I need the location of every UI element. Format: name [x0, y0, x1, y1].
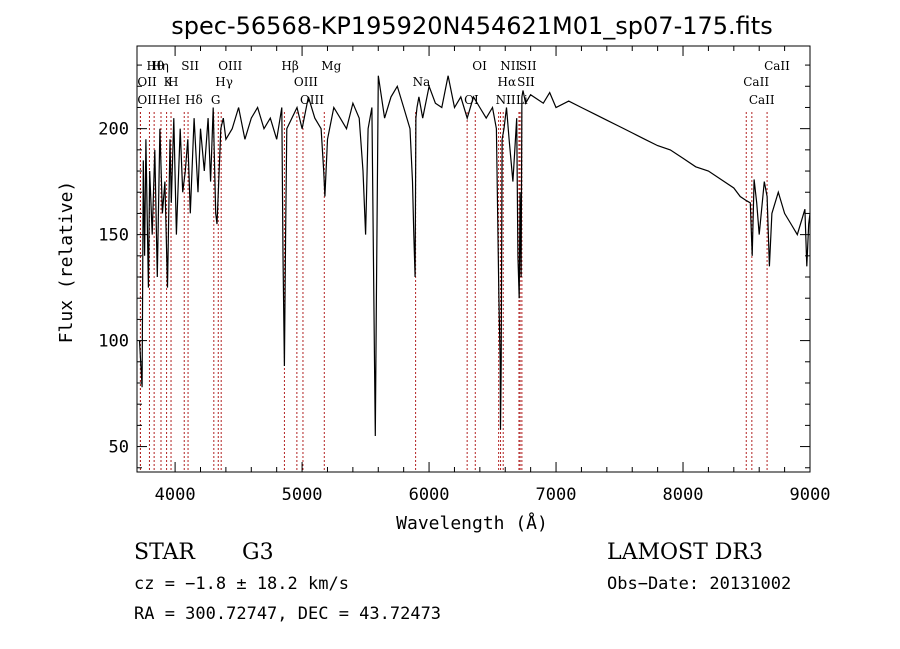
x-tick-label: 5000	[282, 485, 323, 505]
line-marker-label: G	[211, 93, 221, 107]
coordinates: RA = 300.72747, DEC = 43.72473	[134, 604, 442, 624]
line-marker-label: SII	[519, 59, 537, 73]
line-marker-label: CaII	[749, 93, 775, 107]
plot-frame	[136, 45, 811, 473]
line-marker-label: NII	[500, 59, 520, 73]
line-marker-label: OIII	[218, 59, 242, 73]
y-tick-label: 50	[109, 438, 129, 458]
object-class: STAR	[134, 540, 195, 565]
line-marker-label: Mg	[321, 59, 341, 73]
line-marker-label: OII	[137, 75, 157, 89]
line-marker-label: OI	[472, 59, 487, 73]
redshift-velocity: cz = −1.8 ± 18.2 km/s	[134, 574, 349, 594]
line-marker-label: SII	[517, 75, 535, 89]
line-marker-label: OIII	[300, 93, 324, 107]
line-marker-label: SII	[181, 59, 199, 73]
line-marker-label: CaII	[743, 75, 769, 89]
line-marker-label: Hγ	[215, 75, 233, 89]
line-marker-label: NII	[496, 93, 516, 107]
line-marker-label: OIII	[294, 75, 318, 89]
line-marker-label: K	[164, 75, 174, 89]
line-marker-label: OI	[464, 93, 479, 107]
y-tick-label: 200	[98, 120, 129, 140]
y-tick-label: 100	[98, 332, 129, 352]
line-marker-label: HeI	[158, 93, 181, 107]
chart-title: spec-56568-KP195920N454621M01_sp07-175.f…	[171, 12, 772, 40]
object-subclass: G3	[242, 540, 274, 565]
x-tick-label: 4000	[155, 485, 196, 505]
line-marker-label: CaII	[764, 59, 790, 73]
x-axis-label: Wavelength (Å)	[396, 512, 548, 534]
line-marker-label: Hδ	[185, 93, 203, 107]
x-tick-label: 9000	[790, 485, 831, 505]
y-axis-label: Flux (relative)	[56, 181, 77, 344]
survey-name: LAMOST DR3	[607, 540, 763, 565]
line-marker-label: OII	[137, 93, 157, 107]
spectrum-line	[138, 75, 811, 437]
observation-date: Obs−Date: 20131002	[607, 574, 792, 594]
line-marker-label: H	[168, 75, 178, 89]
x-tick-label: 8000	[663, 485, 704, 505]
line-marker-label: Hα	[498, 75, 517, 89]
line-marker-label: Na	[413, 75, 431, 89]
line-marker-label: Hθ	[146, 59, 164, 73]
x-tick-label: 6000	[409, 485, 450, 505]
line-marker-label: Hβ	[281, 59, 298, 73]
x-tick-label: 7000	[536, 485, 577, 505]
y-tick-label: 150	[98, 226, 129, 246]
line-marker-label: Hη	[151, 59, 169, 73]
